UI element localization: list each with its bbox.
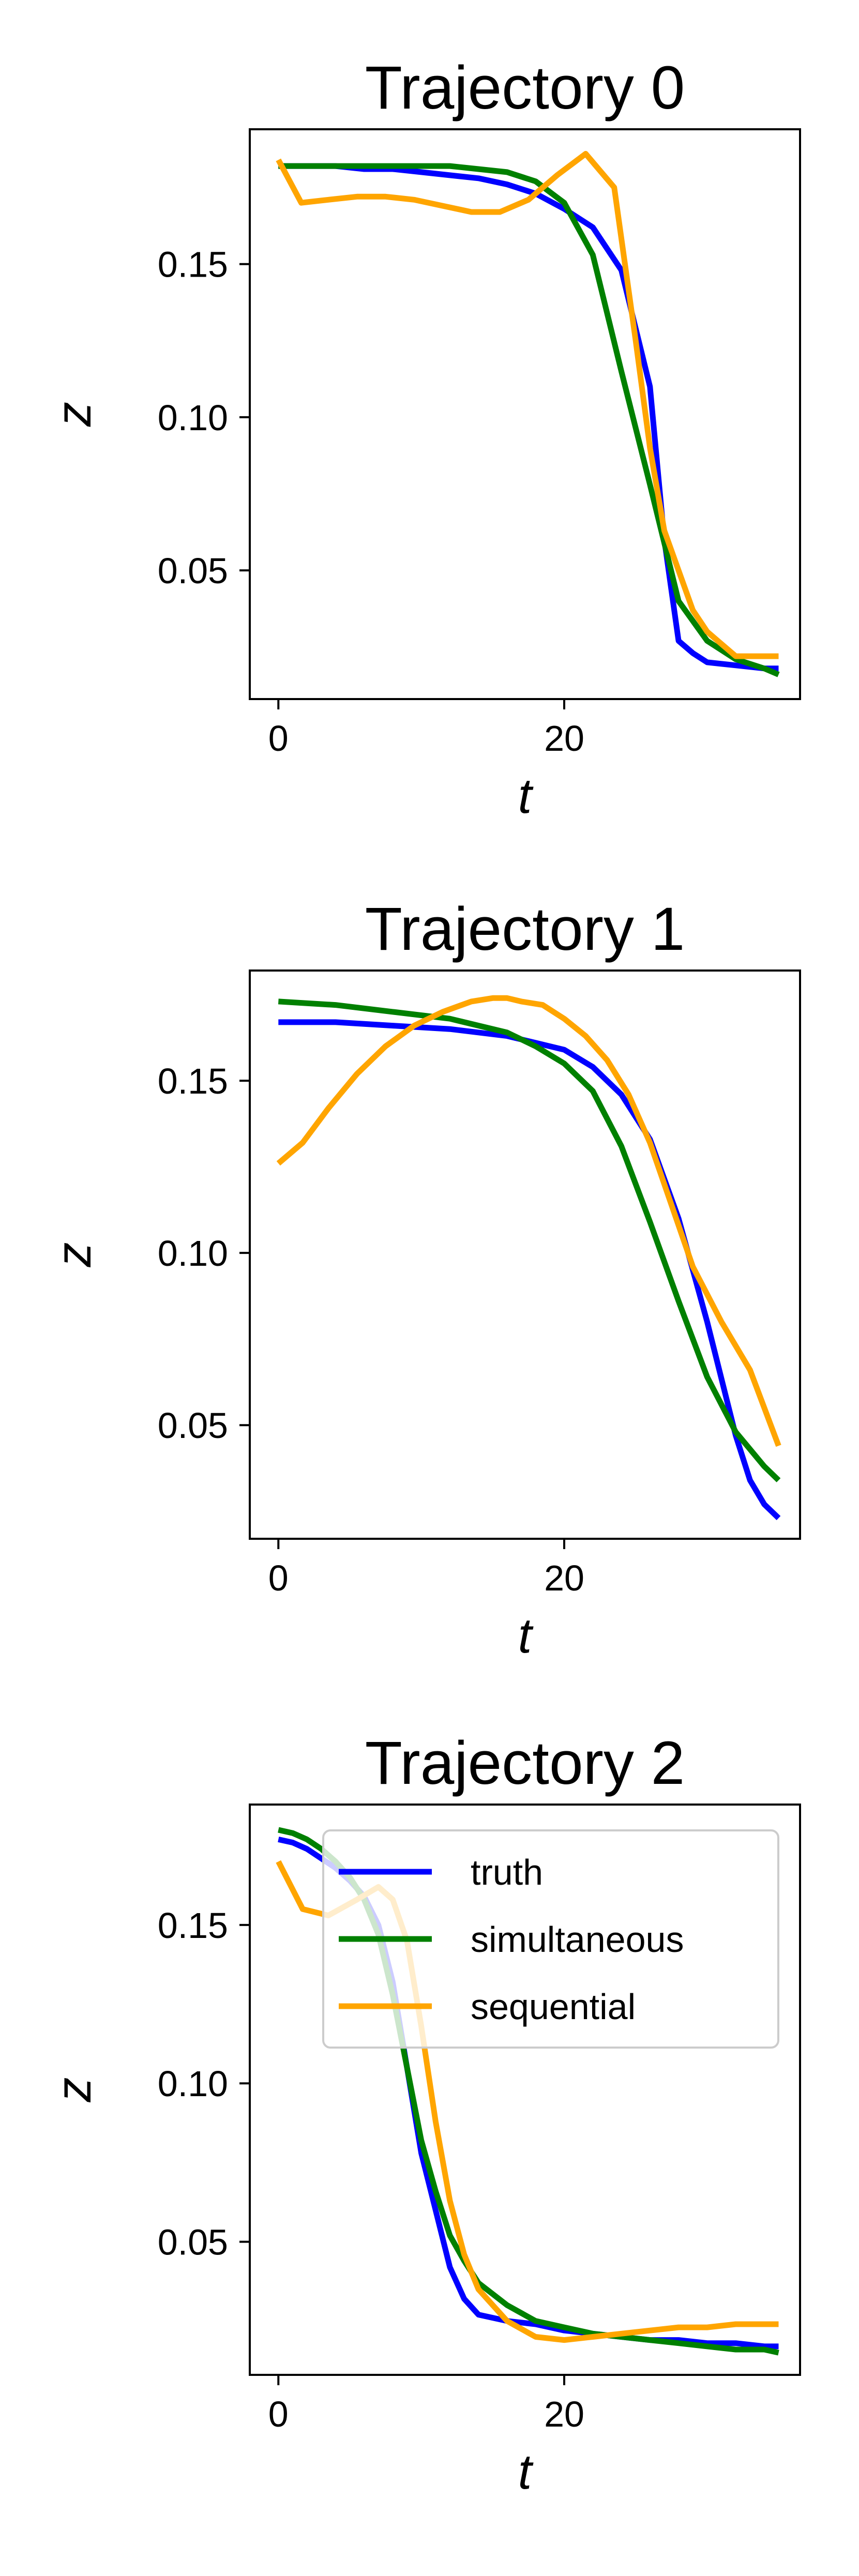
axes-frame: [249, 969, 801, 1540]
x-tick-label: 0: [268, 2394, 289, 2434]
subplot-0: Trajectory 0 0 20 0.05 0.10 0.15 t z: [46, 54, 801, 824]
subplot-2: Trajectory 2 0 20 0.05 0.10 0.15 t z truth simult…: [46, 1729, 801, 2499]
chart-title: Trajectory 1: [365, 895, 685, 963]
y-tick-label: 0.05: [158, 1405, 228, 1446]
x-tick-label: 20: [544, 2394, 584, 2434]
x-tick-label: 20: [544, 1558, 584, 1598]
y-tick-label: 0.10: [158, 2064, 228, 2104]
y-tick-label: 0.15: [158, 1905, 228, 1946]
legend-label-sequential: sequential: [471, 1987, 636, 2027]
series-line-sequential: [276, 995, 781, 1447]
series-group: [276, 995, 781, 1520]
series-line-simultaneous: [278, 163, 780, 677]
x-tick-label: 0: [268, 718, 289, 759]
legend-box: [322, 1829, 779, 2049]
y-axis-label: z: [46, 402, 101, 427]
legend: truth simultaneous sequential: [322, 1829, 779, 2049]
legend-label-truth: truth: [471, 1852, 543, 1892]
y-tick-label: 0.10: [158, 1233, 228, 1274]
series-group: [276, 150, 780, 677]
chart-title: Trajectory 0: [365, 54, 685, 122]
x-tick-label: 20: [544, 718, 584, 759]
x-tick-label: 0: [268, 1558, 289, 1598]
series-line-truth: [278, 163, 779, 672]
x-axis-label: t: [518, 1608, 534, 1663]
y-tick-label: 0.05: [158, 551, 228, 591]
y-axis-label: z: [46, 1242, 101, 1268]
x-axis-label: t: [518, 768, 534, 824]
y-tick-label: 0.15: [158, 245, 228, 285]
y-tick-label: 0.15: [158, 1061, 228, 1101]
subplot-1: Trajectory 1 0 20 0.05 0.10 0.15 t z: [46, 895, 801, 1663]
axes-frame: [249, 1804, 801, 2376]
legend-label-simultaneous: simultaneous: [471, 1919, 684, 1960]
x-axis-label: t: [518, 2444, 534, 2499]
y-tick-label: 0.10: [158, 398, 228, 438]
chart-title: Trajectory 2: [365, 1729, 685, 1797]
y-tick-label: 0.05: [158, 2222, 228, 2263]
series-line-sequential: [276, 150, 779, 659]
y-axis-label: z: [46, 2078, 101, 2103]
series-line-truth: [278, 1019, 781, 1520]
series-line-simultaneous: [278, 998, 781, 1482]
axes-frame: [249, 128, 801, 700]
